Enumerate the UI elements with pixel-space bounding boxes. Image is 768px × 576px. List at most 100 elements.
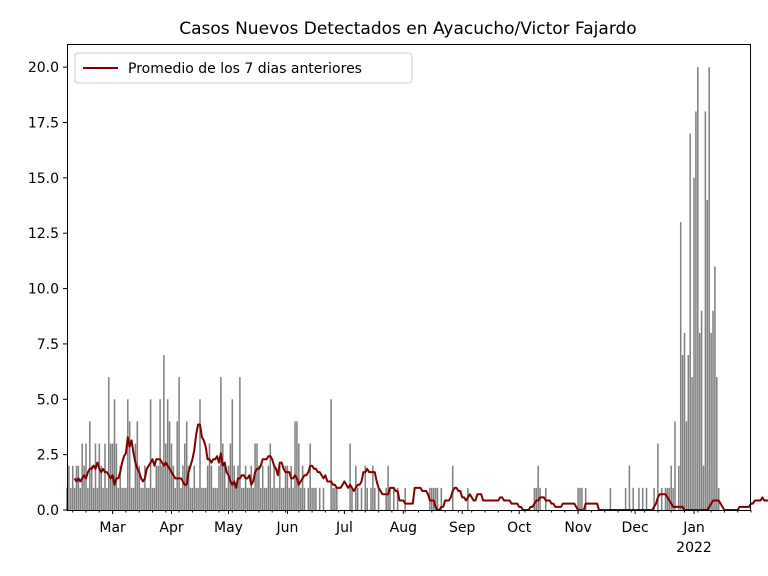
bar xyxy=(366,487,368,510)
bar xyxy=(271,487,273,510)
bar xyxy=(233,465,235,510)
bar xyxy=(159,399,161,510)
bar xyxy=(432,487,435,510)
x-tick-label: Oct xyxy=(507,520,532,536)
x-tick-year-label: 2022 xyxy=(676,540,712,556)
bar xyxy=(161,465,163,510)
bar xyxy=(360,487,363,510)
bar xyxy=(140,487,142,510)
bar xyxy=(132,487,135,510)
y-tick-label: 17.5 xyxy=(28,116,59,132)
bar xyxy=(68,465,70,510)
bar xyxy=(197,487,199,510)
bar xyxy=(273,465,275,510)
bar xyxy=(248,487,251,510)
bar xyxy=(704,111,707,511)
bar xyxy=(282,487,285,510)
bar xyxy=(163,355,165,510)
line-layer xyxy=(73,423,768,511)
bar xyxy=(100,465,102,510)
legend-entry-label: Promedio de los 7 dias anteriores xyxy=(128,61,362,77)
bar xyxy=(106,487,108,510)
bar xyxy=(698,332,701,510)
x-tick-label: Jan xyxy=(682,520,705,536)
x-tick-label: Dec xyxy=(622,520,649,536)
bar xyxy=(216,487,218,510)
bar xyxy=(155,465,158,510)
bar xyxy=(579,487,581,510)
bar xyxy=(700,310,703,510)
y-tick-label: 10.0 xyxy=(28,282,59,298)
bar xyxy=(119,465,121,510)
bar xyxy=(336,487,338,510)
bar xyxy=(115,443,118,510)
bar xyxy=(681,355,684,510)
bar xyxy=(275,487,277,510)
x-tick-label: Jun xyxy=(275,520,298,536)
bar xyxy=(138,465,140,510)
bar xyxy=(288,487,291,510)
bar xyxy=(332,487,334,510)
bar xyxy=(123,487,125,510)
bar xyxy=(104,443,106,510)
bar xyxy=(184,443,186,510)
bar xyxy=(674,421,676,510)
bar xyxy=(689,133,691,510)
bar xyxy=(170,443,173,510)
bar xyxy=(244,465,247,510)
bar xyxy=(77,465,80,510)
bar xyxy=(393,487,395,510)
bar xyxy=(303,487,306,510)
bar xyxy=(220,377,222,510)
bar xyxy=(79,487,82,510)
bar xyxy=(70,487,72,510)
bar xyxy=(252,487,254,510)
bar xyxy=(263,487,266,510)
bar xyxy=(434,487,437,510)
x-tick-label: May xyxy=(214,520,243,536)
x-tick-label: Mar xyxy=(99,520,126,536)
bar xyxy=(146,487,148,510)
bar xyxy=(246,487,249,510)
bar xyxy=(239,377,241,510)
bar xyxy=(127,399,129,510)
y-tick-label: 20.0 xyxy=(28,60,59,76)
bar xyxy=(165,443,167,510)
moving-average-line xyxy=(73,423,768,511)
bar xyxy=(641,487,644,510)
bar xyxy=(683,332,686,510)
bar xyxy=(702,465,705,510)
bar xyxy=(697,67,699,510)
bar xyxy=(672,487,674,510)
bar xyxy=(628,465,631,510)
bar xyxy=(334,487,336,510)
bar xyxy=(96,487,99,510)
bar xyxy=(710,332,712,510)
bar xyxy=(356,487,359,510)
legend-box xyxy=(74,52,413,84)
bar xyxy=(670,465,672,510)
bar xyxy=(130,487,133,510)
x-tick-label: Aug xyxy=(390,520,417,536)
bar xyxy=(191,487,194,510)
bar xyxy=(229,443,232,510)
bar xyxy=(322,487,325,510)
bar xyxy=(436,487,439,510)
bar xyxy=(153,487,156,510)
x-tick-label: Nov xyxy=(564,520,591,536)
bar xyxy=(227,465,230,510)
bar xyxy=(377,487,380,510)
bar xyxy=(695,111,697,511)
x-tick-label: Jul xyxy=(335,520,353,536)
bar xyxy=(204,487,207,510)
bar xyxy=(537,465,539,510)
bar xyxy=(218,465,220,510)
bar xyxy=(98,443,101,510)
bar xyxy=(330,399,332,510)
bar xyxy=(144,465,146,510)
bar xyxy=(87,487,89,510)
bar xyxy=(318,487,321,510)
legend: Promedio de los 7 dias anteriores xyxy=(74,52,413,84)
bar xyxy=(313,487,315,510)
bar xyxy=(94,443,97,510)
